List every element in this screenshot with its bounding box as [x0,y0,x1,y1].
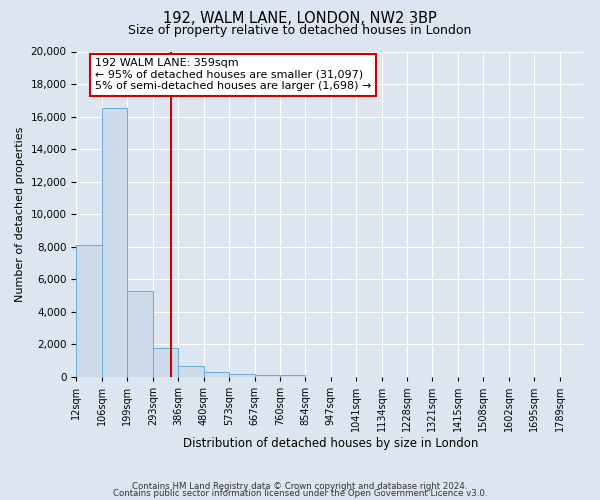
Text: 192 WALM LANE: 359sqm
← 95% of detached houses are smaller (31,097)
5% of semi-d: 192 WALM LANE: 359sqm ← 95% of detached … [95,58,371,91]
Text: 192, WALM LANE, LONDON, NW2 3BP: 192, WALM LANE, LONDON, NW2 3BP [163,11,437,26]
Bar [178,366,203,377]
Bar [127,290,153,377]
Bar [76,245,102,377]
Bar [280,376,305,377]
Text: Contains public sector information licensed under the Open Government Licence v3: Contains public sector information licen… [113,490,487,498]
Y-axis label: Number of detached properties: Number of detached properties [15,126,25,302]
X-axis label: Distribution of detached houses by size in London: Distribution of detached houses by size … [183,437,478,450]
Bar [254,376,280,377]
Bar [203,372,229,377]
Text: Size of property relative to detached houses in London: Size of property relative to detached ho… [128,24,472,37]
Text: Contains HM Land Registry data © Crown copyright and database right 2024.: Contains HM Land Registry data © Crown c… [132,482,468,491]
Bar [229,374,254,377]
Bar [153,348,178,377]
Bar [102,108,127,377]
